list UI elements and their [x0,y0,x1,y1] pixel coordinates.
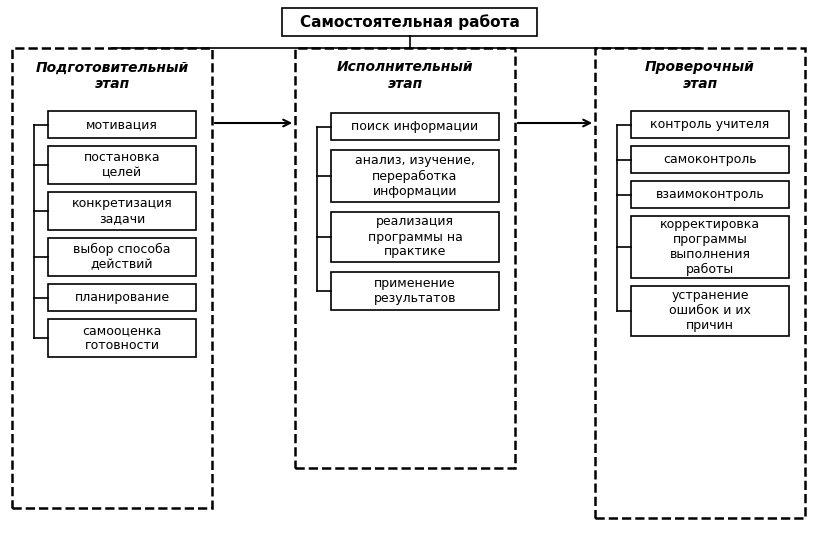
FancyBboxPatch shape [631,146,789,173]
FancyBboxPatch shape [631,216,789,278]
FancyBboxPatch shape [48,111,196,138]
Text: Исполнительный
этап: Исполнительный этап [337,60,473,91]
FancyBboxPatch shape [631,181,789,208]
Text: выбор способа
действий: выбор способа действий [73,243,170,271]
FancyBboxPatch shape [48,319,196,357]
FancyBboxPatch shape [631,111,789,138]
FancyBboxPatch shape [48,238,196,276]
Text: устранение
ошибок и их
причин: устранение ошибок и их причин [669,289,751,333]
Text: конкретизация
задачи: конкретизация задачи [71,197,172,225]
Text: Проверочный
этап: Проверочный этап [645,60,755,91]
Text: реализация
программы на
практике: реализация программы на практике [368,216,463,259]
Text: постановка
целей: постановка целей [84,151,161,179]
FancyBboxPatch shape [48,192,196,230]
FancyBboxPatch shape [331,150,499,202]
Text: самоконтроль: самоконтроль [663,153,757,166]
FancyBboxPatch shape [331,272,499,310]
FancyBboxPatch shape [282,8,537,36]
FancyBboxPatch shape [331,113,499,140]
FancyBboxPatch shape [595,48,805,518]
FancyBboxPatch shape [295,48,515,468]
Text: контроль учителя: контроль учителя [650,118,770,131]
Text: взаимоконтроль: взаимоконтроль [656,188,764,201]
Text: планирование: планирование [75,291,170,304]
Text: корректировка
программы
выполнения
работы: корректировка программы выполнения работ… [660,218,760,276]
Text: поиск информации: поиск информации [351,120,478,133]
Text: анализ, изучение,
переработка
информации: анализ, изучение, переработка информации [355,155,475,198]
Text: применение
результатов: применение результатов [373,277,456,305]
Text: мотивация: мотивация [86,118,158,131]
FancyBboxPatch shape [12,48,212,508]
FancyBboxPatch shape [48,146,196,184]
FancyBboxPatch shape [331,212,499,262]
FancyBboxPatch shape [48,284,196,311]
FancyBboxPatch shape [631,286,789,336]
Text: Самостоятельная работа: Самостоятельная работа [300,14,519,30]
Text: Подготовительный
этап: Подготовительный этап [35,60,188,91]
Text: самооценка
готовности: самооценка готовности [83,324,161,352]
